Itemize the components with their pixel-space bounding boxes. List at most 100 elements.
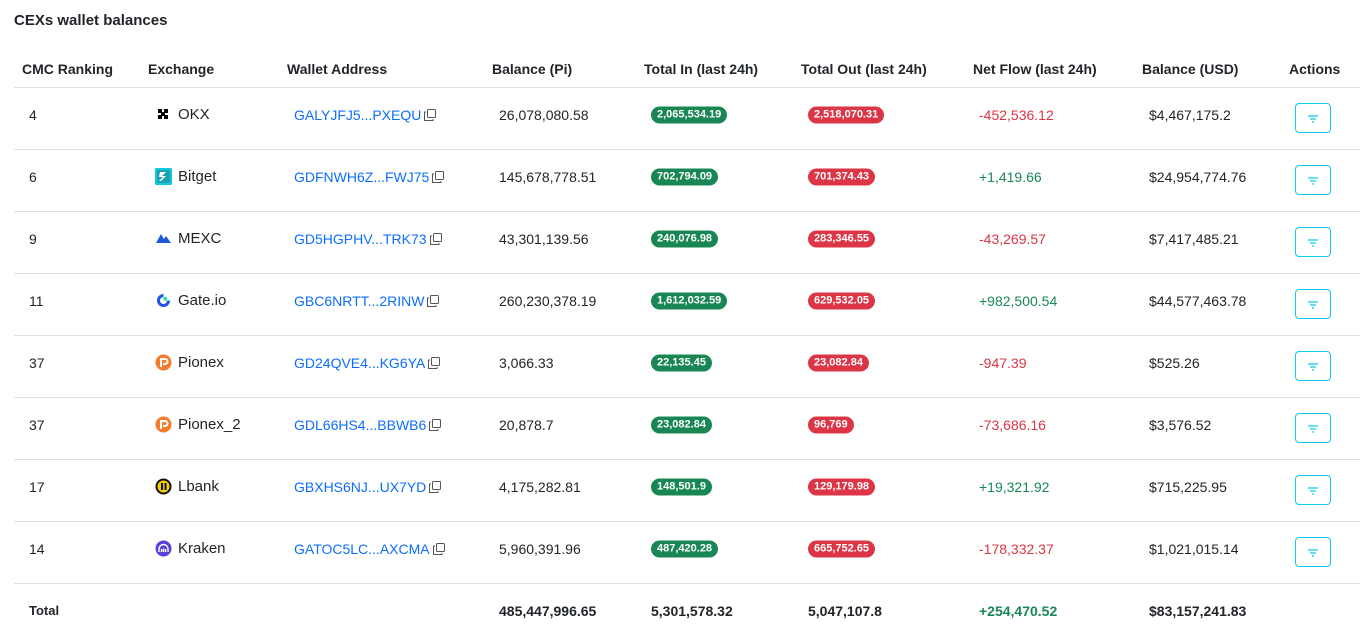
rank: 37 (29, 355, 45, 371)
wallet-address[interactable]: GBC6NRTT...2RINW (294, 291, 440, 311)
total-label: Total (29, 603, 60, 618)
total-net-flow: +254,470.52 (979, 603, 1058, 619)
copy-icon[interactable] (427, 231, 442, 247)
net-flow: +19,321.92 (979, 479, 1050, 495)
total-out-badge: 665,752.65 (808, 540, 876, 558)
balance-pi: 26,078,080.58 (499, 107, 589, 123)
exchange-name: Lbank (178, 478, 219, 495)
exchange-icon (155, 416, 172, 433)
actions-button[interactable] (1295, 227, 1331, 257)
row-rule (14, 273, 1360, 274)
column-header: Total Out (last 24h) (801, 61, 927, 77)
total-in-badge: 1,612,032.59 (651, 292, 728, 310)
balance-pi: 4,175,282.81 (499, 479, 581, 495)
net-flow: +1,419.66 (979, 169, 1042, 185)
total-in-badge: 2,065,534.19 (651, 106, 728, 124)
column-header: Balance (USD) (1142, 61, 1239, 77)
row-rule (14, 335, 1360, 336)
actions-button[interactable] (1295, 103, 1331, 133)
net-flow: -73,686.16 (979, 417, 1046, 433)
column-header: CMC Ranking (22, 61, 113, 77)
total-in-badge: 240,076.98 (651, 230, 719, 248)
rank: 14 (29, 541, 45, 557)
balance-usd: $525.26 (1149, 355, 1200, 371)
wallet-address[interactable]: GDFNWH6Z...FWJ75 (294, 167, 445, 187)
exchange-icon (155, 168, 172, 185)
wallet-address[interactable]: GALYJFJ5...PXEQU (294, 105, 437, 125)
actions-button[interactable] (1295, 537, 1331, 567)
total-in-badge: 702,794.09 (651, 168, 719, 186)
total-out-badge: 2,518,070.31 (808, 106, 885, 124)
wallet-address[interactable]: GD24QVE4...KG6YA (294, 353, 441, 373)
total-total-in: 5,301,578.32 (651, 603, 733, 619)
total-out-badge: 629,532.05 (808, 292, 876, 310)
actions-button[interactable] (1295, 289, 1331, 319)
exchange-icon (155, 106, 172, 123)
actions-button[interactable] (1295, 413, 1331, 443)
total-out-badge: 96,769 (808, 416, 854, 434)
wallet-address[interactable]: GDL66HS4...BBWB6 (294, 415, 442, 435)
net-flow: -43,269.57 (979, 231, 1046, 247)
column-header: Total In (last 24h) (644, 61, 759, 77)
exchange-icon (155, 354, 172, 371)
actions-button[interactable] (1295, 475, 1331, 505)
total-out-badge: 129,179.98 (808, 478, 876, 496)
wallet-address[interactable]: GATOC5LC...AXCMA (294, 539, 445, 559)
total-total-out: 5,047,107.8 (808, 603, 882, 619)
actions-button[interactable] (1295, 165, 1331, 195)
net-flow: -178,332.37 (979, 541, 1054, 557)
column-header: Exchange (148, 61, 215, 77)
exchange-name: MEXC (178, 230, 222, 247)
page-title: CEXs wallet balances (14, 12, 168, 29)
wallet-address[interactable]: GBXHS6NJ...UX7YD (294, 477, 442, 497)
balance-pi: 43,301,139.56 (499, 231, 589, 247)
balance-usd: $24,954,774.76 (1149, 169, 1247, 185)
exchange-name: Kraken (178, 540, 226, 557)
row-rule (14, 211, 1360, 212)
total-balance-usd: $83,157,241.83 (1149, 603, 1247, 619)
rank: 4 (29, 107, 37, 123)
copy-icon[interactable] (425, 355, 441, 371)
balance-usd: $4,467,175.2 (1149, 107, 1231, 123)
rank: 9 (29, 231, 37, 247)
row-rule (14, 149, 1360, 150)
exchange-name: OKX (178, 106, 210, 123)
column-header: Wallet Address (287, 61, 388, 77)
net-flow: -452,536.12 (979, 107, 1054, 123)
exchange-icon (155, 292, 172, 309)
copy-icon[interactable] (426, 479, 442, 495)
rank: 37 (29, 417, 45, 433)
exchange-icon (155, 230, 172, 247)
exchange-name: Pionex (178, 354, 224, 371)
total-out-badge: 701,374.43 (808, 168, 876, 186)
row-rule (14, 397, 1360, 398)
column-header: Balance (Pi) (492, 61, 573, 77)
row-rule (14, 521, 1360, 522)
row-rule (14, 583, 1360, 584)
balance-usd: $715,225.95 (1149, 479, 1227, 495)
balance-pi: 260,230,378.19 (499, 293, 597, 309)
copy-icon[interactable] (421, 107, 437, 123)
net-flow: +982,500.54 (979, 293, 1058, 309)
total-in-badge: 23,082.84 (651, 416, 712, 434)
column-header: Net Flow (last 24h) (973, 61, 1097, 77)
rank: 17 (29, 479, 45, 495)
exchange-icon (155, 540, 172, 557)
actions-button[interactable] (1295, 351, 1331, 381)
balance-usd: $7,417,485.21 (1149, 231, 1239, 247)
copy-icon[interactable] (426, 417, 442, 433)
header-rule (14, 87, 1360, 88)
balance-usd: $3,576.52 (1149, 417, 1212, 433)
wallet-address[interactable]: GD5HGPHV...TRK73 (294, 229, 442, 249)
balance-pi: 145,678,778.51 (499, 169, 597, 185)
copy-icon[interactable] (424, 293, 440, 309)
row-rule (14, 459, 1360, 460)
exchange-name: Pionex_2 (178, 416, 241, 433)
balance-usd: $1,021,015.14 (1149, 541, 1239, 557)
copy-icon[interactable] (430, 541, 445, 557)
copy-icon[interactable] (429, 169, 445, 185)
balance-pi: 3,066.33 (499, 355, 554, 371)
exchange-icon (155, 478, 172, 495)
net-flow: -947.39 (979, 355, 1027, 371)
